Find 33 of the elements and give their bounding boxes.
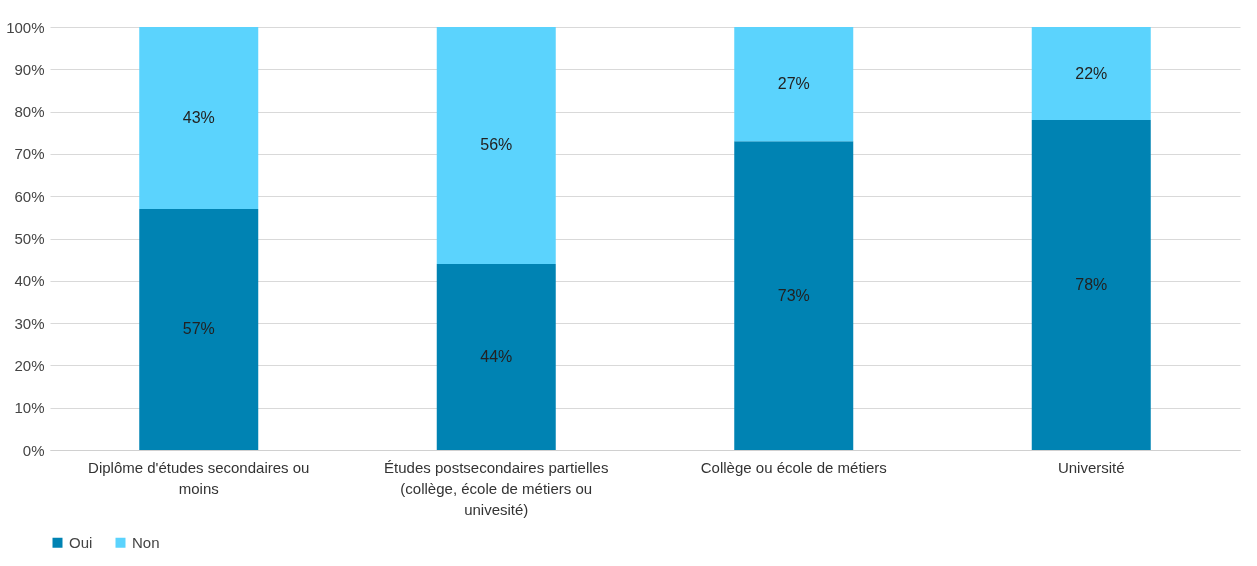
x-tick-label: Université bbox=[1057, 458, 1125, 476]
data-label: 44% bbox=[480, 347, 513, 365]
y-tick-label: 30% bbox=[14, 314, 45, 332]
data-label: 22% bbox=[1075, 64, 1108, 82]
y-tick-label: 100% bbox=[6, 18, 45, 36]
bar bbox=[734, 141, 854, 450]
y-tick-label: 40% bbox=[14, 272, 45, 290]
x-tick-label: Diplôme d'études secondaires ou moins bbox=[88, 458, 310, 497]
y-tick-label: 60% bbox=[14, 187, 45, 205]
x-tick-label: Études postsecondaires partielles (collège, école de métiers ou univesité) bbox=[384, 458, 609, 518]
bar bbox=[1031, 120, 1151, 450]
data-label: 73% bbox=[777, 286, 810, 304]
y-tick-label: 70% bbox=[14, 145, 45, 163]
data-label: 57% bbox=[182, 320, 215, 338]
y-tick-label: 10% bbox=[14, 399, 45, 417]
legend-label: Non bbox=[132, 533, 160, 551]
bar bbox=[436, 263, 556, 450]
data-label: 56% bbox=[480, 136, 513, 154]
data-label: 78% bbox=[1075, 276, 1108, 294]
y-tick-label: 20% bbox=[14, 356, 45, 374]
bar bbox=[436, 27, 556, 264]
x-tick-label: Collège ou école de métiers bbox=[700, 458, 887, 476]
data-label: 43% bbox=[182, 108, 215, 126]
bar bbox=[1031, 27, 1151, 121]
y-tick-label: 80% bbox=[14, 103, 45, 121]
legend-label: Oui bbox=[69, 533, 93, 551]
y-tick-label: 0% bbox=[22, 441, 45, 459]
data-label: 27% bbox=[777, 75, 810, 93]
y-tick-label: 90% bbox=[14, 60, 45, 78]
bar bbox=[734, 27, 854, 142]
bar bbox=[139, 27, 259, 209]
y-tick-label: 50% bbox=[14, 230, 45, 247]
bar bbox=[139, 208, 259, 450]
